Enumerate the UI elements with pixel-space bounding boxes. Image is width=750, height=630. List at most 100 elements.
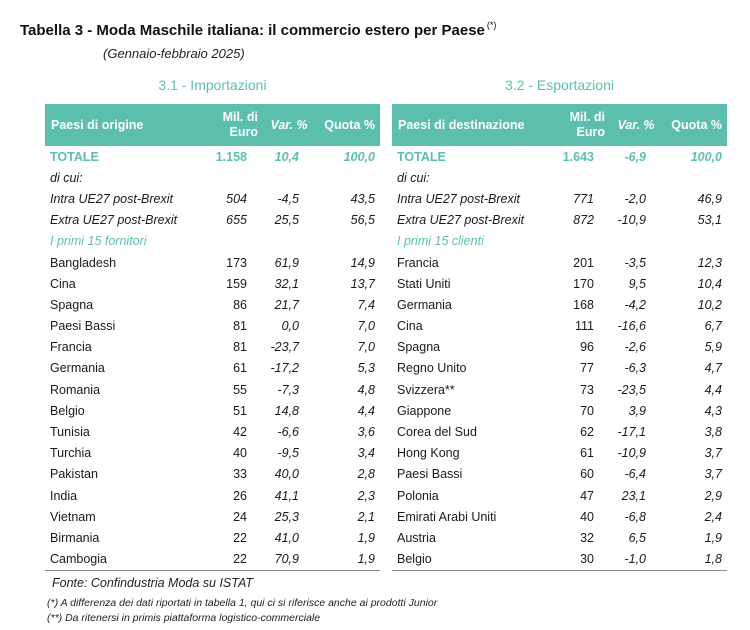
value-cell: 47	[580, 488, 594, 503]
total-row: TOTALE 1.158 10,4 100,0	[45, 146, 380, 167]
value-cell: 1.643	[562, 149, 594, 164]
share-cell: 3,6	[357, 425, 375, 440]
variation-cell: -6,8	[624, 509, 646, 524]
header-variation: Var. %	[263, 104, 315, 146]
share-cell: 4,7	[704, 361, 722, 376]
value-cell: 170	[573, 276, 594, 291]
variation-cell: 41,0	[274, 530, 299, 545]
share-cell: 1,9	[357, 530, 375, 545]
value-cell: 40	[233, 446, 247, 461]
table-row: Pakistan 33 40,0 2,8	[45, 464, 380, 485]
variation-cell: -17,2	[270, 361, 300, 376]
value-cell: 77	[580, 361, 594, 376]
variation-cell: 41,1	[274, 488, 299, 503]
country-cell: Spagna	[50, 297, 94, 312]
variation-cell: 25,3	[274, 509, 299, 524]
source-note: Fonte: Confindustria Moda su ISTAT	[52, 576, 254, 590]
value-cell: 872	[573, 213, 594, 228]
header-value: Mil. di Euro	[542, 104, 610, 146]
table-row: Hong Kong 61 -10,9 3,7	[392, 443, 727, 464]
country-cell: Turchia	[50, 446, 92, 461]
value-cell: 22	[233, 530, 247, 545]
share-cell: 4,8	[357, 382, 375, 397]
value-cell: 51	[233, 403, 247, 418]
value-cell: 62	[580, 425, 594, 440]
variation-cell: -9,5	[277, 446, 299, 461]
country-cell: Cina	[397, 319, 423, 334]
share-cell: 2,4	[704, 509, 722, 524]
variation-cell: 0,0	[281, 319, 299, 334]
share-cell: 3,7	[704, 467, 722, 482]
share-cell: 2,9	[704, 488, 722, 503]
variation-cell: -23,5	[617, 382, 647, 397]
variation-cell: -1,0	[610, 548, 662, 571]
variation-cell: -10,9	[617, 213, 647, 228]
share-cell: 5,3	[357, 361, 375, 376]
country-cell: TOTALE	[397, 149, 446, 164]
value-cell: 96	[580, 340, 594, 355]
table-row: Francia 81 -23,7 7,0	[45, 337, 380, 358]
share-cell: 12,3	[697, 255, 722, 270]
table-header-row: Paesi di destinazione Mil. di Euro Var. % Q…	[392, 104, 727, 146]
title-text: Tabella 3 - Moda Maschile italiana: il c…	[20, 22, 485, 39]
intra-ue-row: Intra UE27 post-Brexit 504 -4,5 43,5	[45, 188, 380, 209]
country-cell: Vietnam	[50, 509, 96, 524]
di-cui-row: di cui:	[45, 167, 380, 188]
value-cell: 173	[226, 255, 247, 270]
share-cell: 53,1	[697, 213, 722, 228]
di-cui-label: di cui:	[397, 170, 430, 185]
value-cell: 26	[233, 488, 247, 503]
variation-cell: 32,1	[274, 276, 299, 291]
table-row: Regno Unito 77 -6,3 4,7	[392, 358, 727, 379]
variation-cell: -6,4	[624, 467, 646, 482]
group-label: I primi 15 clienti	[397, 234, 484, 249]
table-row: Cina 159 32,1 13,7	[45, 273, 380, 294]
share-cell: 3,8	[704, 425, 722, 440]
share-cell: 2,1	[357, 509, 375, 524]
table-row: Corea del Sud 62 -17,1 3,8	[392, 421, 727, 442]
share-cell: 7,0	[357, 340, 375, 355]
variation-cell: -6,6	[277, 425, 299, 440]
group-label: I primi 15 fornitori	[50, 234, 147, 249]
value-cell: 655	[226, 213, 247, 228]
table-row: Stati Uniti 170 9,5 10,4	[392, 273, 727, 294]
table-row: Vietnam 24 25,3 2,1	[45, 506, 380, 527]
page-title: Tabella 3 - Moda Maschile italiana: il c…	[20, 20, 496, 39]
value-cell: 61	[233, 361, 247, 376]
value-cell: 159	[226, 276, 247, 291]
value-cell: 168	[573, 297, 594, 312]
page-subtitle: (Gennaio-febbraio 2025)	[103, 46, 245, 61]
share-cell: 1,9	[315, 548, 380, 571]
share-cell: 13,7	[350, 276, 375, 291]
country-cell: Giappone	[397, 403, 452, 418]
value-cell: 24	[233, 509, 247, 524]
table-row: Bangladesh 173 61,9 14,9	[45, 252, 380, 273]
share-cell: 7,4	[357, 297, 375, 312]
table-row: Giappone 70 3,9 4,3	[392, 400, 727, 421]
country-cell: Cina	[50, 276, 76, 291]
share-cell: 56,5	[350, 213, 375, 228]
table-row: Germania 61 -17,2 5,3	[45, 358, 380, 379]
share-cell: 4,4	[357, 403, 375, 418]
footnote-1: (*) A differenza dei dati riportati in t…	[47, 597, 438, 609]
value-cell: 70	[580, 403, 594, 418]
header-variation: Var. %	[610, 104, 662, 146]
country-cell: Polonia	[397, 488, 439, 503]
variation-cell: 61,9	[274, 255, 299, 270]
export-section-title: 3.2 - Esportazioni	[505, 77, 614, 93]
header-country: Paesi di origine	[45, 104, 195, 146]
value-cell: 30	[542, 548, 610, 571]
table-row: Spagna 96 -2,6 5,9	[392, 337, 727, 358]
di-cui-label: di cui:	[50, 170, 83, 185]
country-cell: Spagna	[397, 340, 441, 355]
intra-ue-row: Intra UE27 post-Brexit 771 -2,0 46,9	[392, 188, 727, 209]
share-cell: 10,4	[697, 276, 722, 291]
country-cell: Regno Unito	[397, 361, 467, 376]
value-cell: 73	[580, 382, 594, 397]
share-cell: 100,0	[690, 149, 722, 164]
country-cell: Hong Kong	[397, 446, 460, 461]
share-cell: 2,8	[357, 467, 375, 482]
country-cell: Pakistan	[50, 467, 98, 482]
header-share: Quota %	[662, 104, 727, 146]
table-row: Belgio 30 -1,0 1,8	[392, 548, 727, 571]
